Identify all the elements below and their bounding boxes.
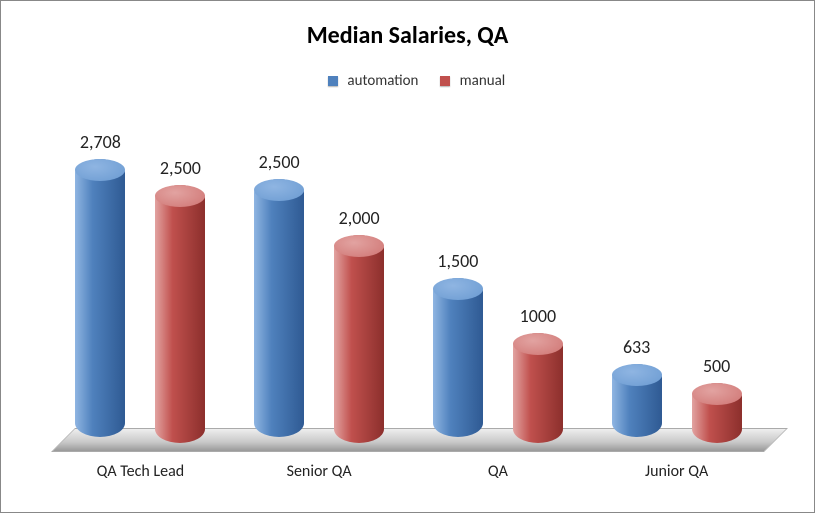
- legend: automation manual: [1, 71, 814, 90]
- value-label-manual-3: 500: [682, 355, 752, 377]
- chart-title: Median Salaries, QA: [1, 21, 814, 50]
- bar-manual-2: [513, 333, 563, 443]
- value-label-automation-3: 633: [602, 336, 672, 358]
- value-label-automation-2: 1,500: [423, 250, 493, 272]
- value-label-manual-2: 1000: [503, 305, 573, 327]
- category-label-2: QA: [409, 462, 588, 481]
- value-label-automation-1: 2,500: [244, 151, 314, 173]
- category-axis: QA Tech LeadSenior QAQAJunior QA: [51, 462, 764, 492]
- value-label-automation-0: 2,708: [65, 131, 135, 153]
- bar-manual-0: [155, 185, 205, 443]
- legend-swatch-automation: [328, 76, 338, 86]
- chart-frame: Median Salaries, QA automation manual 2,…: [0, 0, 815, 513]
- bar-automation-1: [254, 179, 304, 437]
- bar-manual-1: [334, 235, 384, 443]
- bar-automation-2: [433, 278, 483, 437]
- plot-area: 2,708 2,500 2,500 2,000 1,500 1000 633 500: [51, 116, 764, 452]
- category-label-3: Junior QA: [587, 462, 766, 481]
- bar-automation-3: [612, 364, 662, 437]
- bar-manual-3: [692, 383, 742, 443]
- value-label-manual-0: 2,500: [145, 157, 215, 179]
- legend-label-automation: automation: [347, 72, 418, 90]
- legend-swatch-manual: [440, 76, 450, 86]
- legend-label-manual: manual: [460, 72, 506, 90]
- category-label-0: QA Tech Lead: [51, 462, 230, 481]
- category-label-1: Senior QA: [230, 462, 409, 481]
- bar-automation-0: [75, 159, 125, 437]
- value-label-manual-1: 2,000: [324, 207, 394, 229]
